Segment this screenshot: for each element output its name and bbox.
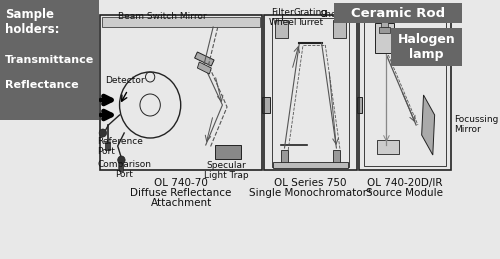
- Bar: [281, 150, 288, 164]
- Text: Reflectance: Reflectance: [4, 80, 78, 90]
- Text: Focussing
Mirror: Focussing Mirror: [454, 115, 498, 134]
- Polygon shape: [198, 62, 211, 74]
- Bar: [102, 17, 260, 27]
- Text: OL 740-20D/IR: OL 740-20D/IR: [367, 178, 442, 188]
- Text: Specular
Light Trap: Specular Light Trap: [204, 161, 248, 181]
- Circle shape: [118, 156, 125, 164]
- Text: Halogen
lamp: Halogen lamp: [398, 33, 455, 61]
- Text: Reference
Port: Reference Port: [98, 137, 143, 156]
- Bar: [332, 20, 345, 38]
- Text: Source Module: Source Module: [366, 188, 444, 198]
- Bar: [381, 19, 388, 27]
- Bar: [274, 162, 347, 168]
- Bar: [358, 15, 452, 170]
- FancyBboxPatch shape: [0, 0, 99, 120]
- Bar: [215, 145, 241, 159]
- Text: Transmittance: Transmittance: [4, 55, 94, 65]
- Circle shape: [99, 129, 106, 137]
- Bar: [377, 140, 400, 154]
- Text: Filter
Wheel: Filter Wheel: [268, 8, 297, 27]
- Bar: [104, 142, 110, 150]
- Text: Comparison
Port: Comparison Port: [97, 160, 151, 179]
- FancyBboxPatch shape: [391, 28, 462, 66]
- Text: Diffuse Reflectance: Diffuse Reflectance: [130, 188, 232, 198]
- Bar: [379, 27, 390, 33]
- FancyBboxPatch shape: [334, 3, 462, 23]
- Bar: [275, 20, 288, 38]
- Bar: [376, 23, 394, 53]
- Text: Grating
Turret: Grating Turret: [294, 8, 328, 27]
- Text: Ceramic Rod: Ceramic Rod: [350, 6, 444, 19]
- Bar: [262, 97, 270, 113]
- Text: Detector: Detector: [104, 76, 144, 85]
- Polygon shape: [422, 95, 434, 155]
- Bar: [357, 97, 362, 113]
- Text: Chopper: Chopper: [319, 10, 358, 19]
- Text: OL Series 750: OL Series 750: [274, 178, 346, 188]
- Bar: [118, 163, 124, 171]
- Polygon shape: [194, 52, 214, 66]
- Bar: [272, 18, 349, 167]
- Bar: [264, 15, 357, 170]
- Text: Sample
holders:: Sample holders:: [4, 8, 59, 36]
- Text: Single Monochromator*: Single Monochromator*: [249, 188, 372, 198]
- Bar: [332, 150, 340, 164]
- Bar: [100, 15, 262, 170]
- Text: Beam Switch Mirror: Beam Switch Mirror: [118, 12, 206, 21]
- Bar: [364, 19, 446, 166]
- Text: OL 740-70: OL 740-70: [154, 178, 208, 188]
- Text: Attachment: Attachment: [150, 198, 212, 208]
